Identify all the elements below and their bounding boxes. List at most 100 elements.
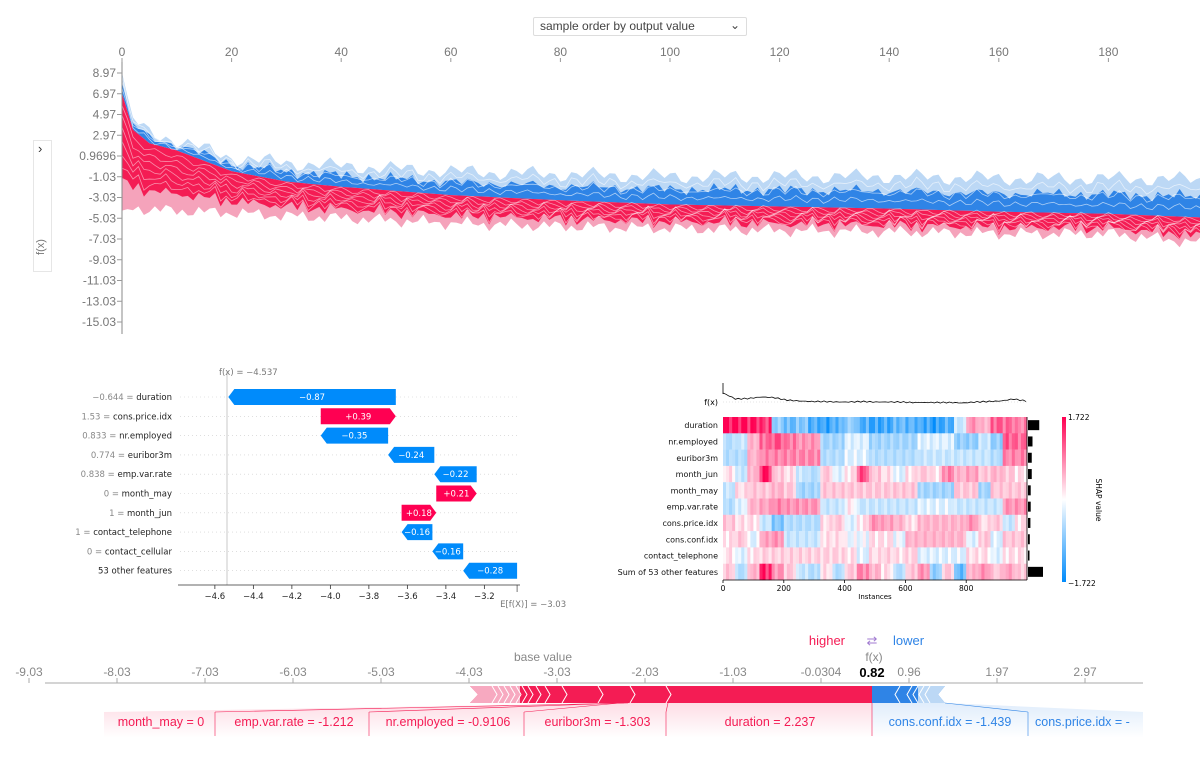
heatmap-cell xyxy=(875,465,879,483)
heatmap-cell xyxy=(865,482,870,499)
heatmap-cell xyxy=(887,465,891,483)
heatmap-cell xyxy=(932,417,937,434)
heatmap-cell xyxy=(923,482,927,499)
heatmap-cell xyxy=(1002,465,1007,483)
heatmap-cell xyxy=(954,449,958,467)
heatmap-cell xyxy=(996,563,1000,581)
heatmap-cell xyxy=(966,433,970,450)
heatmap-cell xyxy=(938,417,943,434)
heatmap-cell xyxy=(999,465,1003,483)
heatmap-cell xyxy=(984,465,988,483)
negative-feature-label: cons.conf.idx = -1.439 xyxy=(889,715,1012,729)
heatmap-cell xyxy=(868,514,873,532)
y-tick-label: 0.9696 xyxy=(79,149,116,163)
waterfall-plot: f(x) = −4.537 E[f(X)] = −3.03 −0.87 −0.644 … xyxy=(75,368,566,610)
heatmap-cell xyxy=(780,514,785,532)
heatmap-cell xyxy=(1002,482,1007,499)
heatmap-cell xyxy=(960,547,964,564)
y-tick-label: 8.97 xyxy=(93,66,117,80)
heatmap-cell xyxy=(768,465,772,483)
heatmap-cell xyxy=(981,482,985,499)
heatmap-cell xyxy=(726,465,730,483)
heatmap-cell xyxy=(1023,531,1028,548)
heatmap-cell xyxy=(811,563,815,581)
x-tick-label: 80 xyxy=(554,45,568,59)
heatmap-cell xyxy=(768,449,772,467)
heatmap-cell xyxy=(1011,547,1016,564)
heatmap-cell xyxy=(792,465,797,483)
heatmap-cell xyxy=(811,514,815,532)
heatmap-cell xyxy=(996,498,1000,515)
feature-label: 1.53 = cons.price.idx xyxy=(82,412,173,422)
force-chevron xyxy=(629,685,636,704)
sample-order-select[interactable]: sample order by output value ⌄ xyxy=(533,17,747,36)
y-axis-panel-toggle[interactable]: › f(x) xyxy=(33,140,52,272)
waterfall-bar xyxy=(388,446,435,463)
heatmap-cell xyxy=(905,563,909,581)
heatmap-cell xyxy=(735,433,739,450)
heatmap-cell xyxy=(990,465,994,483)
heatmap-cell xyxy=(829,514,833,532)
heatmap-cell xyxy=(972,433,976,450)
heatmap-cell xyxy=(981,531,985,548)
heatmap-cell xyxy=(850,465,855,483)
heatmap-cell xyxy=(817,449,821,467)
heatmap-cell xyxy=(984,498,988,515)
heatmap-cell xyxy=(783,531,788,548)
heatmap-cell xyxy=(972,531,976,548)
heatmap-cell xyxy=(838,563,842,581)
heatmap-cell xyxy=(856,514,861,532)
heatmap-cell xyxy=(1011,465,1016,483)
heatmap-cell xyxy=(923,465,927,483)
heatmap-cell xyxy=(890,547,894,564)
heatmap-cell xyxy=(759,465,763,483)
heatmap-cell xyxy=(917,563,921,581)
heatmap-cell xyxy=(914,498,918,515)
heatmap-cell xyxy=(932,433,937,450)
heatmap-cell xyxy=(808,498,812,515)
bar-value-label: −0.28 xyxy=(477,567,503,577)
heatmap-cell xyxy=(841,514,845,532)
heatmap-cell xyxy=(859,563,864,581)
heatmap-cell xyxy=(1008,498,1013,515)
feature-value: 0 = xyxy=(104,490,122,500)
heatmap-cell xyxy=(920,465,924,483)
heatmap-cell xyxy=(771,498,775,515)
heatmap-cell xyxy=(941,531,946,548)
heatmap-cell xyxy=(738,514,742,532)
heatmap-cell xyxy=(999,449,1003,467)
heatmap-cell xyxy=(732,563,736,581)
heatmap-cell xyxy=(920,563,924,581)
heatmap-cell xyxy=(1020,547,1025,564)
heatmap-cell xyxy=(856,498,861,515)
heatmap-cell xyxy=(881,417,885,434)
heatmap-cell xyxy=(850,547,855,564)
heatmap-cell xyxy=(823,482,827,499)
heatmap-cell xyxy=(856,449,861,467)
heatmap-cell xyxy=(865,465,870,483)
heatmap-cell xyxy=(957,531,961,548)
heatmap-cell xyxy=(835,563,839,581)
heatmap-cell xyxy=(765,563,769,581)
heatmap-cell xyxy=(963,547,967,564)
heatmap-cell xyxy=(865,514,870,532)
heatmap-cell xyxy=(862,482,867,499)
heatmap-cell xyxy=(1023,563,1028,581)
heatmap-cell xyxy=(838,498,842,515)
heatmap-cell xyxy=(893,465,897,483)
heatmap-cell xyxy=(847,498,851,515)
heatmap-cell xyxy=(1020,433,1025,450)
heatmap-cell xyxy=(759,514,763,532)
heatmap-cell xyxy=(887,417,891,434)
heatmap-cell xyxy=(817,465,821,483)
heatmap-cell xyxy=(744,514,748,532)
heatmap-cell xyxy=(902,465,906,483)
x-tick-label: −4.0 xyxy=(320,592,341,602)
heatmap-cell xyxy=(792,498,797,515)
heatmap-cell xyxy=(871,531,876,548)
heatmap-cell xyxy=(935,465,940,483)
heatmap-cell xyxy=(729,563,733,581)
x-tick-label: 20 xyxy=(225,45,239,59)
importance-bar xyxy=(1028,534,1030,545)
heatmap-cell xyxy=(905,417,909,434)
